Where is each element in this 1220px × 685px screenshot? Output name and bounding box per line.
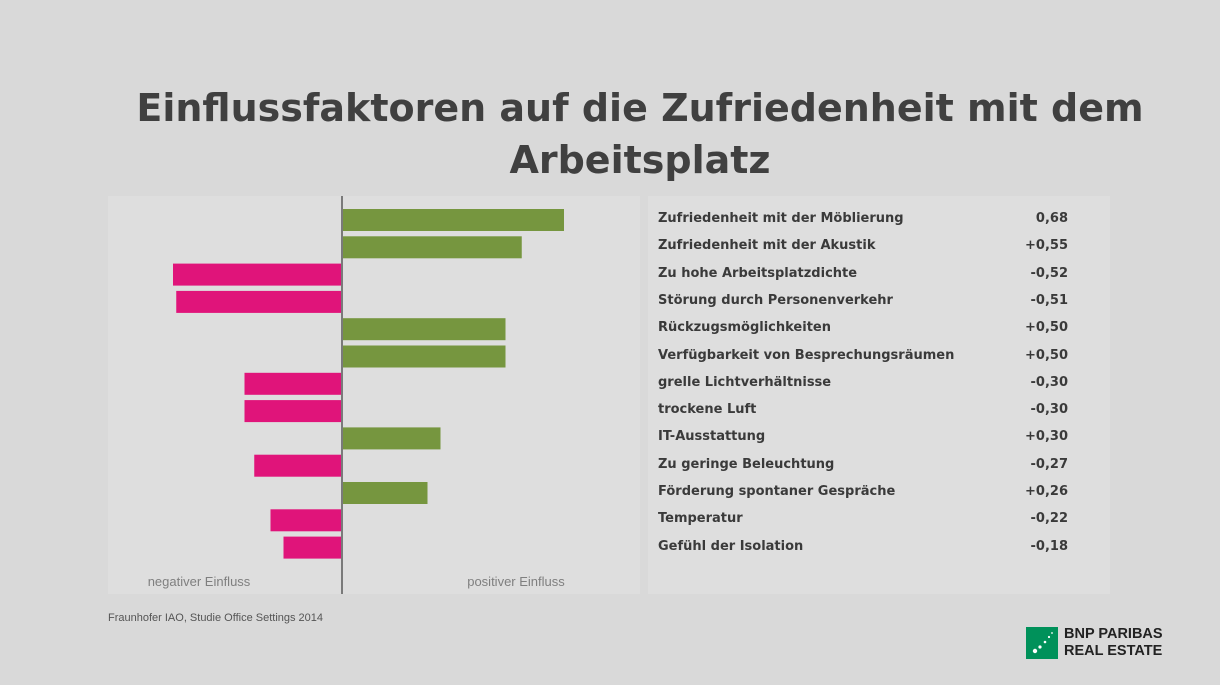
bar-2 [343,236,522,259]
factor-label: Zufriedenheit mit der Akustik [658,238,876,254]
factor-label: IT-Ausstattung [658,429,766,445]
factor-label: Zufriedenheit mit der Möblierung [658,211,904,226]
factor-label: Rückzugsmöglichkeiten [658,320,831,336]
factor-row: trockene Luft -0,30 [648,397,1110,424]
bar-3 [173,263,342,286]
factor-label: Temperatur [658,511,743,527]
factor-value: -0,52 [1030,265,1068,281]
factor-row: Gefühl der Isolation -0,18 [648,534,1110,561]
source-note: Fraunhofer IAO, Studie Office Settings 2… [108,612,324,624]
factor-value: -0,22 [1030,511,1068,527]
factor-value: +0,55 [1025,238,1068,254]
factor-value: +0,26 [1025,484,1068,499]
factor-label: Verfügbarkeit von Besprechungsräumen [658,347,955,363]
bar-11 [343,482,428,504]
bar-12 [270,509,342,532]
factor-label: Gefühl der Isolation [658,538,804,554]
chart-panel: negativer Einfluss positiver Einfluss [108,196,640,594]
factor-value: -0,30 [1030,374,1068,390]
factor-label: Förderung spontaner Gespräche [658,484,896,499]
factor-row: Förderung spontaner Gespräche +0,26 [648,479,1110,506]
bar-4 [176,290,342,313]
bar-8 [244,400,342,423]
factor-value: -0,30 [1030,402,1068,418]
factor-list: Zufriedenheit mit der Möblierung 0,68 Zufr… [648,196,1110,594]
bar-chart: negativer Einfluss positiver Einfluss [148,196,565,594]
factor-row: Temperatur -0,22 [648,506,1110,533]
factor-value: +0,50 [1025,320,1068,336]
factor-value: -0,18 [1030,538,1068,554]
bar-6 [343,345,506,368]
bars-group [173,209,564,559]
logo-line-2: REAL ESTATE [1064,643,1163,659]
factor-label: Zu geringe Beleuchtung [658,456,835,472]
positive-influence-label: positiver Einfluss [467,574,565,589]
negative-influence-label: negativer Einfluss [148,574,251,589]
factor-row: IT-Ausstattung +0,30 [648,424,1110,451]
factor-value: +0,50 [1025,347,1068,363]
logo-mark-icon [1026,627,1058,659]
factor-value: 0,68 [1035,211,1068,226]
factor-row: Zufriedenheit mit der Akustik +0,55 [648,233,1110,260]
factor-label: Störung durch Personenverkehr [658,292,893,308]
bar-7 [244,372,342,395]
bar-13 [283,536,342,559]
factor-row: Zu geringe Beleuchtung -0,27 [648,452,1110,479]
factor-row: Zu hohe Arbeitsplatzdichte -0,52 [648,261,1110,288]
factor-row: Rückzugsmöglichkeiten +0,50 [648,315,1110,342]
factor-row: grelle Lichtverhältnisse -0,30 [648,370,1110,397]
factor-row: Störung durch Personenverkehr -0,51 [648,288,1110,315]
logo-line-1: BNP PARIBAS [1064,626,1163,642]
bar-9 [343,427,441,450]
factor-label: trockene Luft [658,402,757,418]
factor-value: +0,30 [1025,429,1068,445]
chart-title: Einflussfaktoren auf die Zufriedenheit m… [136,86,1144,182]
factor-row: Verfügbarkeit von Besprechungsräumen +0,5… [648,343,1110,370]
factor-row: Zufriedenheit mit der Möblierung 0,68 [648,206,1110,233]
bar-1 [343,209,564,231]
factor-label: Zu hohe Arbeitsplatzdichte [658,265,858,281]
bar-10 [254,454,342,477]
factor-label: grelle Lichtverhältnisse [658,374,832,390]
factor-value: -0,51 [1030,292,1068,308]
bnp-paribas-logo: BNP PARIBAS REAL ESTATE [1026,626,1186,662]
factor-value: -0,27 [1030,456,1068,472]
bar-5 [343,318,506,341]
